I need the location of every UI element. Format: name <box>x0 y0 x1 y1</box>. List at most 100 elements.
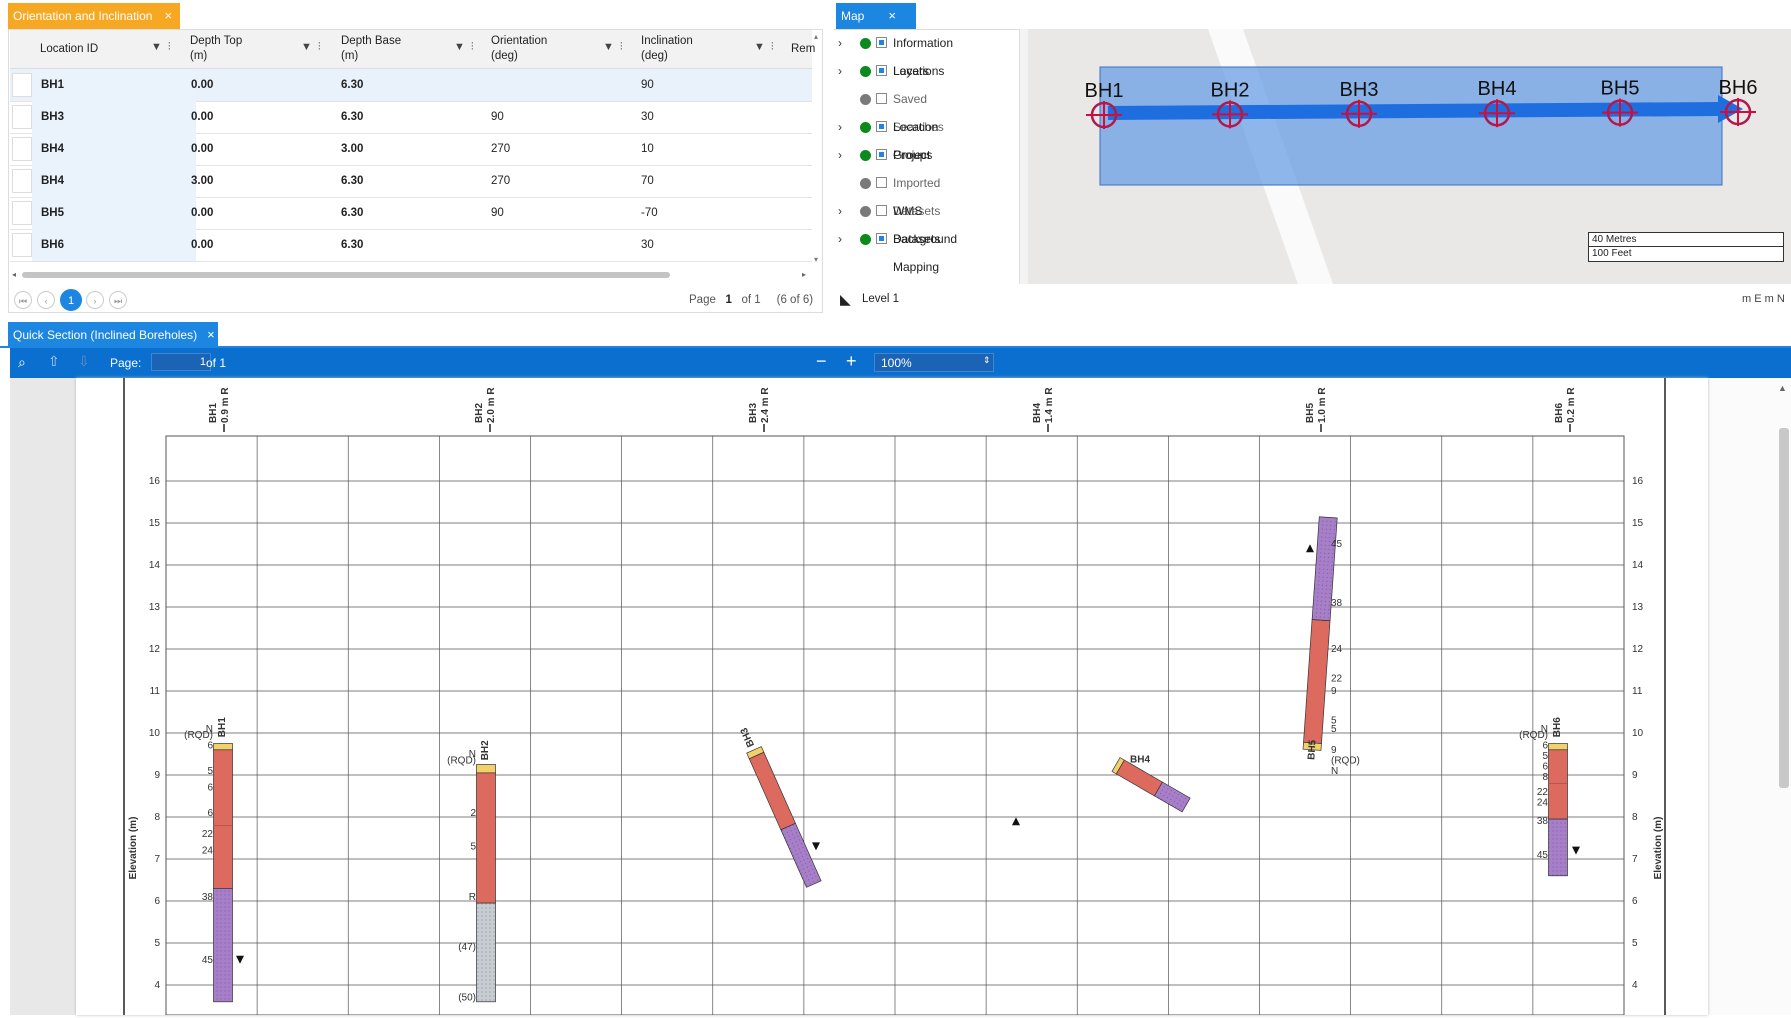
cell-depth-top[interactable]: 0.00 <box>191 239 214 251</box>
borehole-marker[interactable]: BH6 <box>1719 77 1758 126</box>
next-page-icon[interactable]: ⇩ <box>78 353 90 369</box>
col-remarks[interactable]: Rem <box>791 30 821 68</box>
cell-inclination[interactable]: 10 <box>641 143 654 155</box>
tab-orientation-inclination[interactable]: Orientation and Inclination × <box>8 3 180 29</box>
cell-orientation[interactable]: 270 <box>491 175 511 187</box>
borehole-marker[interactable]: BH5 <box>1601 78 1640 127</box>
cell-orientation[interactable]: 90 <box>491 207 504 219</box>
search-icon[interactable]: ⌕ <box>18 354 26 370</box>
close-icon[interactable]: × <box>207 327 215 342</box>
table-row[interactable]: BH5 0.00 6.30 90 -70 <box>10 197 812 230</box>
col-depth-base[interactable]: Depth Base (m) <box>341 30 421 68</box>
zoom-select[interactable]: 100% ⇕ <box>874 353 994 372</box>
cell-inclination[interactable]: 30 <box>641 239 654 251</box>
row-selector[interactable] <box>12 233 32 257</box>
filter-sort-icons[interactable]: ▼⫶ <box>301 41 327 53</box>
cell-depth-base[interactable]: 6.30 <box>341 79 364 91</box>
layer-checkbox[interactable] <box>876 205 887 216</box>
layer-checkbox[interactable] <box>876 233 887 244</box>
scroll-left-icon[interactable]: ◂ <box>12 270 17 279</box>
cell-location-id[interactable]: BH3 <box>41 111 65 123</box>
layer-checkbox[interactable] <box>876 37 887 48</box>
borehole-marker[interactable]: BH3 <box>1340 79 1379 128</box>
next-page-icon[interactable]: › <box>86 291 104 309</box>
chevron-right-icon[interactable]: › <box>838 64 842 78</box>
page-number-button[interactable]: 1 <box>60 289 82 311</box>
vertical-scroll-track[interactable]: ▲ <box>1708 378 1791 1015</box>
cell-inclination[interactable]: 30 <box>641 111 654 123</box>
scrollbar-thumb[interactable] <box>22 272 670 278</box>
row-selector[interactable] <box>12 169 32 193</box>
col-orientation[interactable]: Orientation (deg) <box>491 30 571 68</box>
filter-sort-icons[interactable]: ▼⫶ <box>454 41 480 53</box>
cell-depth-top[interactable]: 0.00 <box>191 79 214 91</box>
first-page-icon[interactable]: ⏮ <box>14 291 32 309</box>
cell-location-id[interactable]: BH4 <box>41 175 65 187</box>
cell-location-id[interactable]: BH1 <box>41 79 65 91</box>
cell-depth-top[interactable]: 3.00 <box>191 175 214 187</box>
filter-sort-icons[interactable]: ▼⫶ <box>754 41 780 53</box>
table-row[interactable]: BH4 0.00 3.00 270 10 <box>10 133 812 166</box>
cell-depth-base[interactable]: 3.00 <box>341 143 364 155</box>
tab-quick-section[interactable]: Quick Section (Inclined Boreholes) × <box>8 322 218 348</box>
row-selector[interactable] <box>12 73 32 97</box>
cell-depth-base[interactable]: 6.30 <box>341 207 364 219</box>
last-page-icon[interactable]: ⏭ <box>109 291 127 309</box>
page-input[interactable] <box>151 353 211 371</box>
cell-depth-top[interactable]: 0.00 <box>191 143 214 155</box>
cell-location-id[interactable]: BH5 <box>41 207 65 219</box>
col-location-id[interactable]: Location ID <box>40 30 140 68</box>
level-label[interactable]: Level 1 <box>862 293 900 305</box>
filter-sort-icons[interactable]: ▼⫶ <box>603 41 629 53</box>
chevron-right-icon[interactable]: › <box>838 204 842 218</box>
borehole-marker[interactable]: BH2 <box>1211 79 1250 129</box>
zoom-in-icon[interactable]: + <box>846 351 857 371</box>
layer-checkbox[interactable] <box>876 177 887 188</box>
borehole-marker[interactable]: BH1 <box>1085 80 1124 129</box>
cell-inclination[interactable]: 70 <box>641 175 654 187</box>
table-row[interactable]: BH1 0.00 6.30 90 <box>10 69 812 102</box>
cell-location-id[interactable]: BH4 <box>41 143 65 155</box>
chevron-right-icon[interactable]: › <box>838 148 842 162</box>
row-selector[interactable] <box>12 137 32 161</box>
cell-depth-base[interactable]: 6.30 <box>341 239 364 251</box>
scroll-right-icon[interactable]: ▸ <box>802 270 807 279</box>
prev-page-icon[interactable]: ⇧ <box>48 353 60 369</box>
chevron-right-icon[interactable]: › <box>838 232 842 246</box>
col-depth-top[interactable]: Depth Top (m) <box>190 30 270 68</box>
layer-checkbox[interactable] <box>876 65 887 76</box>
scrollbar-thumb[interactable] <box>1779 428 1789 788</box>
close-icon[interactable]: × <box>888 8 896 23</box>
cell-inclination[interactable]: 90 <box>641 79 654 91</box>
map-canvas[interactable]: BH1 BH2 BH3 BH4 BH5 BH6 40 Metres 100 Feet <box>1028 29 1791 284</box>
scroll-down-icon[interactable]: ▾ <box>814 255 819 264</box>
cell-depth-top[interactable]: 0.00 <box>191 111 214 123</box>
horizontal-scrollbar[interactable]: ◂ ▸ <box>12 270 810 279</box>
cell-depth-base[interactable]: 6.30 <box>341 111 364 123</box>
row-selector[interactable] <box>12 105 32 129</box>
chevron-right-icon[interactable]: › <box>838 120 842 134</box>
cell-depth-base[interactable]: 6.30 <box>341 175 364 187</box>
cell-depth-top[interactable]: 0.00 <box>191 207 214 219</box>
tab-map[interactable]: Map × <box>836 3 916 29</box>
prev-page-icon[interactable]: ‹ <box>37 291 55 309</box>
table-row[interactable]: BH3 0.00 6.30 90 30 <box>10 101 812 134</box>
table-row[interactable]: BH4 3.00 6.30 270 70 <box>10 165 812 198</box>
table-row[interactable]: BH6 0.00 6.30 30 <box>10 229 812 262</box>
scroll-up-icon[interactable]: ▴ <box>814 32 819 41</box>
row-selector[interactable] <box>12 201 32 225</box>
cell-inclination[interactable]: -70 <box>641 207 658 219</box>
layer-checkbox[interactable] <box>876 149 887 160</box>
col-inclination[interactable]: Inclination (deg) <box>641 30 721 68</box>
filter-sort-icons[interactable]: ▼⫶ <box>151 41 177 53</box>
layer-checkbox[interactable] <box>876 121 887 132</box>
zoom-out-icon[interactable]: − <box>816 351 827 371</box>
scroll-up-icon[interactable]: ▲ <box>1778 383 1787 393</box>
cell-orientation[interactable]: 90 <box>491 111 504 123</box>
borehole-marker[interactable]: BH4 <box>1478 78 1517 128</box>
cell-location-id[interactable]: BH6 <box>41 239 65 251</box>
chevron-right-icon[interactable]: › <box>838 36 842 50</box>
close-icon[interactable]: × <box>164 8 173 23</box>
cell-orientation[interactable]: 270 <box>491 143 511 155</box>
layer-checkbox[interactable] <box>876 93 887 104</box>
